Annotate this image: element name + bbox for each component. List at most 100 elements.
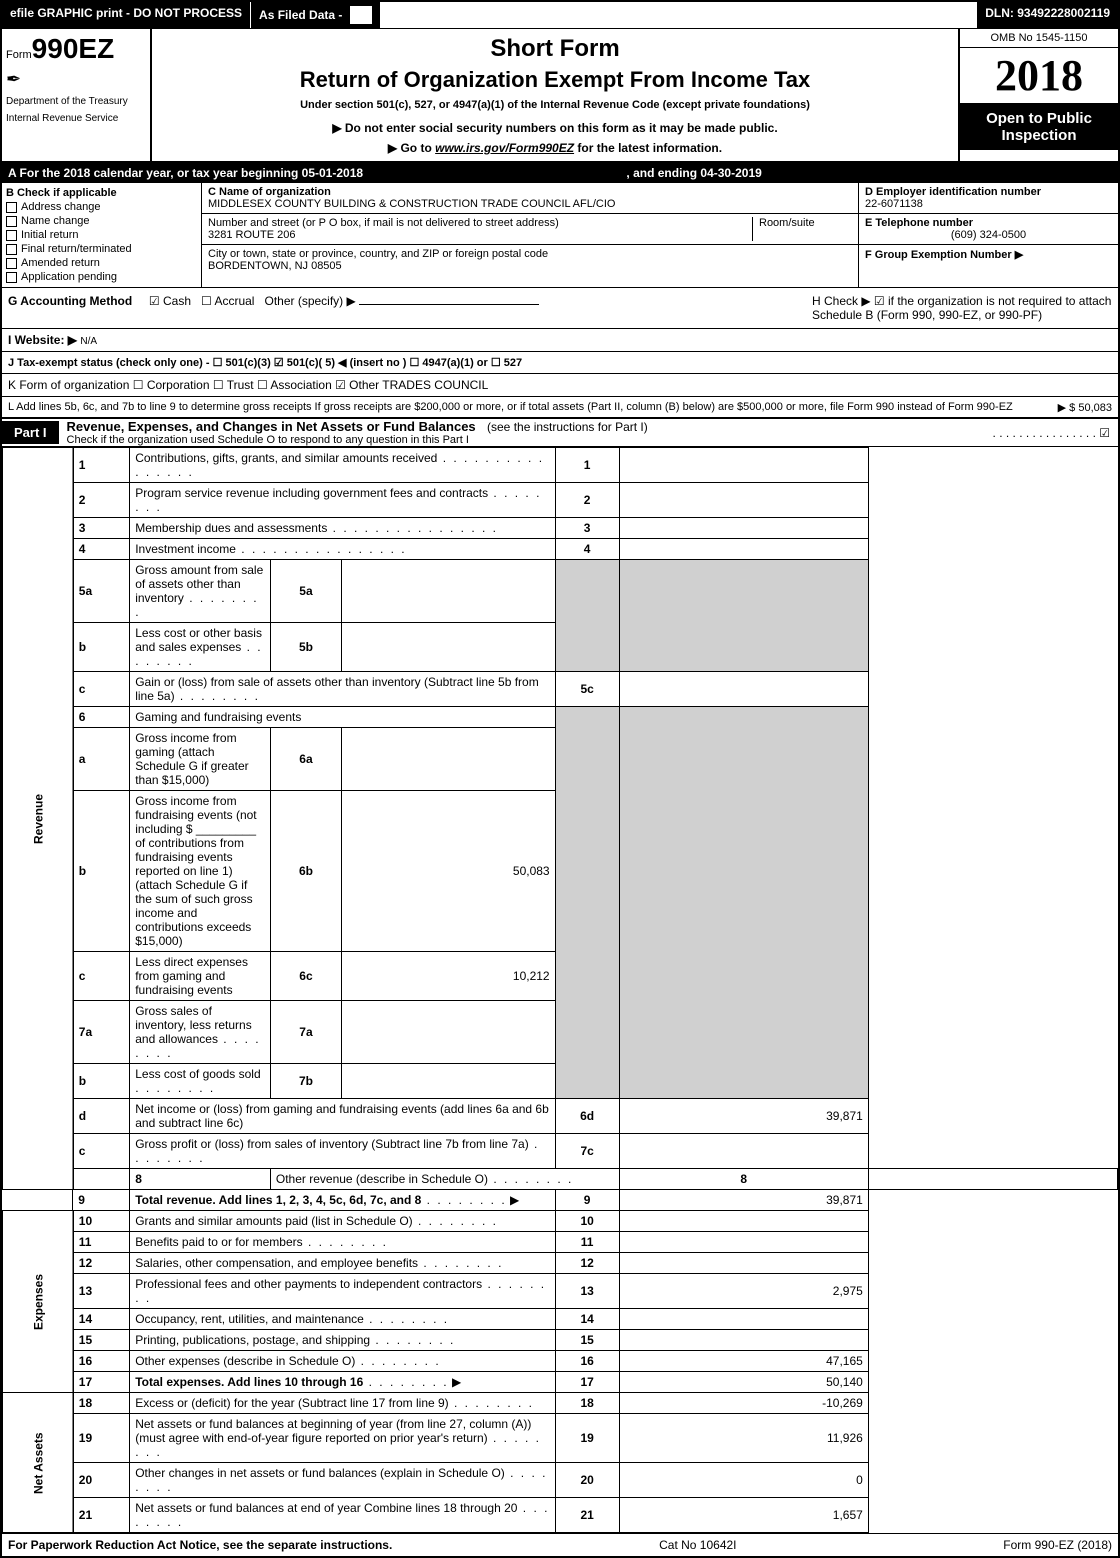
line-rnum: 9	[555, 1190, 619, 1211]
topbar-spacer	[380, 2, 977, 28]
part1-header: Part I Revenue, Expenses, and Changes in…	[2, 419, 1118, 447]
line-desc: Less cost of goods sold	[130, 1064, 271, 1099]
line-desc: Investment income	[130, 539, 555, 560]
check-final-return[interactable]: Final return/terminated	[6, 243, 197, 255]
line-rval: 50,140	[619, 1372, 868, 1393]
under-section: Under section 501(c), 527, or 4947(a)(1)…	[158, 99, 952, 111]
checkbox-icon	[6, 202, 17, 213]
checkbox-icon	[6, 216, 17, 227]
line-num: 9	[73, 1190, 130, 1211]
line-desc: Total revenue. Add lines 1, 2, 3, 4, 5c,…	[130, 1190, 555, 1211]
line-num: 15	[73, 1330, 130, 1351]
open-public: Open to Public Inspection	[960, 104, 1118, 150]
line-num: 8	[130, 1169, 271, 1190]
irs-logo-icon: ✒	[6, 69, 146, 90]
line-num: 2	[73, 483, 130, 518]
line-num: 17	[73, 1372, 130, 1393]
line-num: 19	[73, 1414, 130, 1463]
shade-cell	[619, 707, 868, 1099]
line-num: 14	[73, 1309, 130, 1330]
line-subval	[342, 1064, 556, 1099]
line-subval: 10,212	[342, 952, 556, 1001]
row-i: I Website: ▶ N/A	[2, 329, 1118, 352]
line-desc: Gaming and fundraising events	[130, 707, 555, 728]
dln-label: DLN: 93492228002119	[977, 2, 1118, 28]
dept-treasury: Department of the Treasury	[6, 96, 146, 107]
accrual-option[interactable]: ☐ Accrual	[201, 294, 254, 308]
efile-label: efile GRAPHIC print - DO NOT PROCESS	[2, 2, 250, 28]
line-desc: Net assets or fund balances at beginning…	[130, 1414, 555, 1463]
line-subnum: 6b	[270, 791, 341, 952]
footer: For Paperwork Reduction Act Notice, see …	[2, 1533, 1118, 1556]
row-k: K Form of organization ☐ Corporation ☐ T…	[2, 374, 1118, 397]
line-num: 16	[73, 1351, 130, 1372]
tax-exempt-status: J Tax-exempt status (check only one) - ☐…	[8, 357, 522, 369]
check-amended[interactable]: Amended return	[6, 257, 197, 269]
col-d: D Employer identification number 22-6071…	[858, 183, 1118, 287]
line-rval: 2,975	[619, 1274, 868, 1309]
part1-sub: Check if the organization used Schedule …	[59, 434, 648, 446]
as-filed-label: As Filed Data -	[250, 2, 380, 28]
line-num: 5a	[73, 560, 130, 623]
e-label: E Telephone number	[865, 217, 1112, 229]
line-num: 10	[73, 1211, 130, 1232]
group-exemption: F Group Exemption Number ▶	[859, 245, 1118, 264]
street-address: 3281 ROUTE 206	[208, 229, 752, 241]
col-c: C Name of organization MIDDLESEX COUNTY …	[202, 183, 858, 287]
line-desc: Gross income from gaming (attach Schedul…	[130, 728, 271, 791]
line-num: c	[73, 952, 130, 1001]
goto-text: ▶ Go to www.irs.gov/Form990EZ for the la…	[158, 141, 952, 155]
other-option[interactable]: Other (specify) ▶	[264, 294, 355, 308]
check-address-change[interactable]: Address change	[6, 201, 197, 213]
line-subnum: 7b	[270, 1064, 341, 1099]
part1-check-right: . . . . . . . . . . . . . . . . ☑	[993, 426, 1118, 440]
line-rnum: 3	[555, 518, 619, 539]
line-rnum: 6d	[555, 1099, 619, 1134]
shade-cell	[555, 560, 619, 672]
line-num: b	[73, 1064, 130, 1099]
line-subnum: 6c	[270, 952, 341, 1001]
line-rnum: 14	[555, 1309, 619, 1330]
line-num: 7a	[73, 1001, 130, 1064]
line-desc: Professional fees and other payments to …	[130, 1274, 555, 1309]
c-label: C Name of organization	[208, 186, 852, 198]
line-desc: Gross sales of inventory, less returns a…	[130, 1001, 271, 1064]
line-rnum: 17	[555, 1372, 619, 1393]
check-pending[interactable]: Application pending	[6, 271, 197, 283]
accounting-method: G Accounting Method ☑ Cash ☐ Accrual Oth…	[8, 294, 812, 322]
row-g: G Accounting Method ☑ Cash ☐ Accrual Oth…	[2, 288, 1118, 329]
expenses-vlabel: Expenses	[3, 1211, 73, 1393]
org-name: MIDDLESEX COUNTY BUILDING & CONSTRUCTION…	[208, 198, 852, 210]
city-label: City or town, state or province, country…	[208, 248, 852, 260]
room-suite: Room/suite	[752, 217, 852, 241]
line-rval	[619, 1330, 868, 1351]
check-label: Address change	[21, 201, 101, 213]
line-num: 3	[73, 518, 130, 539]
revenue-vlabel: Revenue	[3, 448, 73, 1190]
line-num: c	[73, 1134, 130, 1169]
cash-option[interactable]: ☑ Cash	[149, 294, 191, 308]
line-desc: Gain or (loss) from sale of assets other…	[130, 672, 555, 707]
gross-receipts-amount: ▶ $ 50,083	[1058, 401, 1112, 414]
website-value: N/A	[80, 336, 97, 347]
goto-suffix: for the latest information.	[574, 141, 722, 155]
check-initial-return[interactable]: Initial return	[6, 229, 197, 241]
footer-right: Form 990-EZ (2018)	[1003, 1538, 1112, 1552]
row-a-text: A For the 2018 calendar year, or tax yea…	[8, 166, 363, 180]
line-subval	[342, 1001, 556, 1064]
f-label: F Group Exemption Number ▶	[865, 248, 1112, 261]
header-right: OMB No 1545-1150 2018 Open to Public Ins…	[958, 29, 1118, 161]
city-value: BORDENTOWN, NJ 08505	[208, 260, 852, 272]
other-specify-line[interactable]	[359, 304, 539, 305]
netassets-vlabel: Net Assets	[3, 1393, 73, 1533]
goto-link[interactable]: www.irs.gov/Form990EZ	[435, 141, 574, 155]
row-j: J Tax-exempt status (check only one) - ☐…	[2, 352, 1118, 374]
check-name-change[interactable]: Name change	[6, 215, 197, 227]
check-label: Application pending	[21, 271, 117, 283]
phone-value: (609) 324-0500	[865, 229, 1112, 241]
line-rval: 39,871	[619, 1099, 868, 1134]
line-rval	[619, 518, 868, 539]
addr-label: Number and street (or P O box, if mail i…	[208, 217, 752, 229]
line-desc: Grants and similar amounts paid (list in…	[130, 1211, 555, 1232]
line-desc: Benefits paid to or for members	[130, 1232, 555, 1253]
